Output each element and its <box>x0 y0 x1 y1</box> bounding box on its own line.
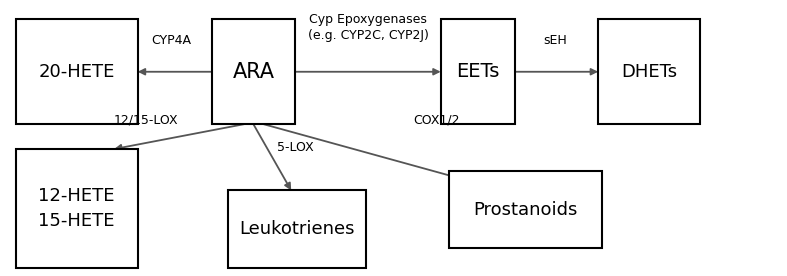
FancyBboxPatch shape <box>449 171 602 248</box>
Text: Prostanoids: Prostanoids <box>473 201 578 219</box>
Text: 5-LOX: 5-LOX <box>277 141 313 154</box>
FancyBboxPatch shape <box>16 149 138 268</box>
Text: Cyp Epoxygenases
(e.g. CYP2C, CYP2J): Cyp Epoxygenases (e.g. CYP2C, CYP2J) <box>308 13 429 42</box>
FancyBboxPatch shape <box>441 19 515 124</box>
Text: 12-HETE
15-HETE: 12-HETE 15-HETE <box>39 187 115 230</box>
Text: DHETs: DHETs <box>621 63 678 81</box>
Text: COX1/2: COX1/2 <box>413 113 460 127</box>
Text: CYP4A: CYP4A <box>152 33 191 47</box>
Text: 20-HETE: 20-HETE <box>39 63 115 81</box>
Text: sEH: sEH <box>544 33 567 47</box>
Text: Leukotrienes: Leukotrienes <box>239 220 355 238</box>
FancyBboxPatch shape <box>598 19 700 124</box>
Text: ARA: ARA <box>233 62 275 82</box>
FancyBboxPatch shape <box>212 19 295 124</box>
FancyBboxPatch shape <box>16 19 138 124</box>
FancyBboxPatch shape <box>228 190 366 268</box>
Text: 12/15-LOX: 12/15-LOX <box>113 113 178 127</box>
Text: EETs: EETs <box>456 62 500 81</box>
